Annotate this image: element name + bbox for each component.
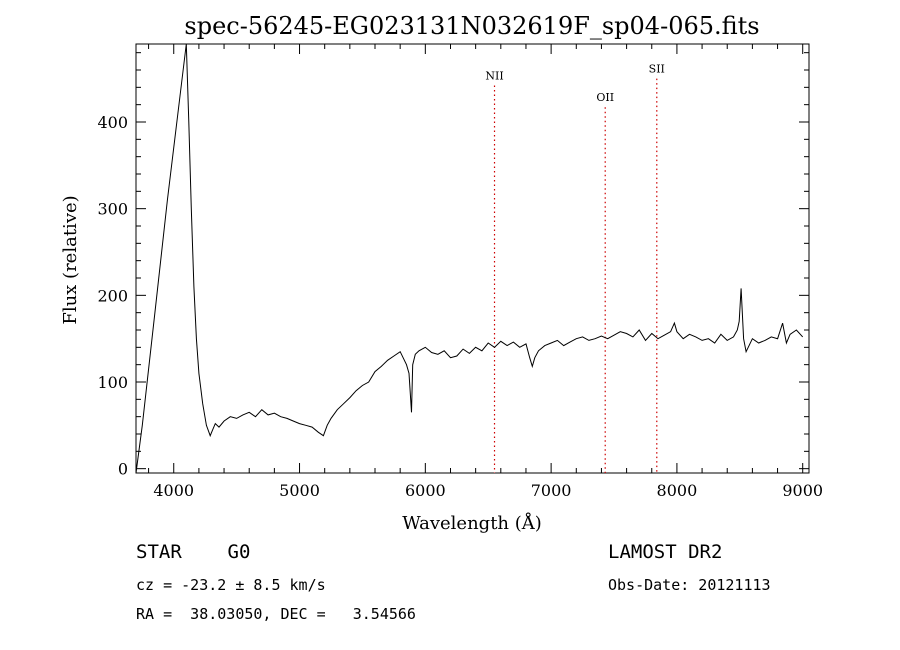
spectrum-series-line <box>135 43 804 474</box>
emission-line-markers: NII OII SII <box>485 63 665 473</box>
x-tick-label: 6000 <box>405 481 446 500</box>
x-tick-label: 8000 <box>657 481 698 500</box>
y-tick-label: 300 <box>97 200 128 219</box>
survey-name: LAMOST DR2 <box>608 541 723 563</box>
x-tick-label: 9000 <box>782 481 823 500</box>
y-tick-label: 0 <box>118 460 128 479</box>
x-tick-label: 7000 <box>531 481 572 500</box>
y-tick-label: 200 <box>97 286 128 305</box>
emission-line-label: NII <box>485 70 503 83</box>
sky-coordinates: RA = 38.03050, DEC = 3.54566 <box>136 605 416 623</box>
x-tick-label: 5000 <box>279 481 320 500</box>
x-axis-label: Wavelength (Å) <box>402 512 542 534</box>
observation-date: Obs-Date: 20121113 <box>608 576 771 594</box>
y-tick-label: 400 <box>97 113 128 132</box>
redshift-value: cz = -23.2 ± 8.5 km/s <box>136 576 326 594</box>
emission-line-label: OII <box>596 91 614 104</box>
star-classification: STAR G0 <box>136 541 251 563</box>
spectrum-chart: spec-56245-EG023131N032619F_sp04-065.fit… <box>60 12 823 534</box>
axes: 4000 5000 6000 7000 8000 9000 0 100 200 300 400 <box>97 44 823 500</box>
chart-title: spec-56245-EG023131N032619F_sp04-065.fit… <box>184 12 759 40</box>
y-tick-label: 100 <box>97 373 128 392</box>
x-tick-label: 4000 <box>153 481 194 500</box>
emission-line-label: SII <box>649 63 665 76</box>
plot-frame <box>135 43 810 474</box>
y-axis-label: Flux (relative) <box>60 195 81 324</box>
